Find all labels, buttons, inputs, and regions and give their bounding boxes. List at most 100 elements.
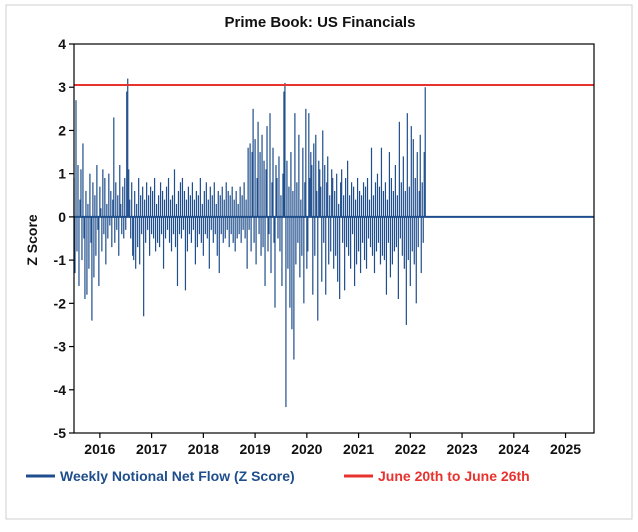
bar [344,216,346,291]
bar [151,216,153,235]
bar [398,121,400,217]
bar [355,216,358,265]
legend-label-flow: Weekly Notional Net Flow (Z Score) [60,468,295,484]
y-tick-label: -5 [54,425,67,441]
bar [108,173,110,217]
legend-label-reference: June 20th to June 26th [378,468,530,484]
bar [113,117,115,217]
bar [169,199,172,217]
outer-border [5,4,633,520]
bar [240,216,242,243]
bar [76,216,78,252]
bar [327,156,329,217]
bar [85,190,87,217]
bar [193,199,195,217]
bar [313,143,315,217]
bar [88,216,90,269]
bar [252,108,254,217]
bar [238,216,240,235]
bar [299,216,301,278]
bar [241,195,243,217]
bar [415,216,417,304]
bar [322,130,324,217]
bar [233,199,235,217]
bar [382,190,385,217]
bar [413,216,415,265]
bar [223,199,225,217]
bar [204,216,206,235]
bar [234,216,236,252]
bar [122,186,124,217]
bar [269,113,271,217]
bar [276,177,278,217]
bar [188,216,191,235]
bar [146,182,148,217]
bar [375,216,378,252]
bar [126,91,128,217]
bar [353,216,356,287]
bar [184,216,187,291]
bar [245,199,247,217]
bar [317,216,319,321]
bar [424,87,426,217]
bar [214,216,216,235]
bar [79,199,81,217]
bar [191,182,193,217]
bar [160,216,163,235]
bar [343,195,345,217]
bar [385,216,388,295]
bar [114,216,116,243]
bar [395,216,397,248]
bar [347,160,349,217]
bar [90,216,92,243]
bar [150,186,152,217]
bar [135,216,137,269]
bar [339,216,341,300]
bar [131,182,133,217]
bar [291,216,293,330]
bar [166,216,169,230]
bar [389,216,392,278]
bar [270,216,272,274]
bar [118,216,120,256]
bar [201,203,203,217]
bar [264,216,266,287]
plot-border [73,43,595,434]
bar [297,216,299,243]
bar [211,195,213,217]
bar [159,182,162,217]
bar [161,190,164,217]
bar [325,216,327,295]
bar [407,216,409,261]
bar [400,182,402,217]
bar [364,186,367,217]
bar [243,182,245,217]
bar [340,182,342,217]
bar [255,216,257,265]
bar [371,216,374,256]
bar [342,216,344,243]
bar [101,216,103,252]
bar [95,216,97,256]
bar [341,169,343,217]
bar [278,156,280,217]
bar [303,216,305,304]
bar [250,216,252,252]
bar [301,216,303,256]
bar [352,216,354,235]
bar [261,134,263,217]
bar [98,216,100,287]
bar [275,165,277,217]
bar [212,216,214,243]
bar [120,203,122,217]
bar [274,216,276,308]
bar [96,165,98,217]
bar [318,160,320,217]
bar [154,216,157,252]
bar [420,216,422,274]
bar [361,216,364,243]
bar [104,177,106,217]
bar [81,216,83,261]
bar [196,216,198,248]
bar [215,203,217,217]
